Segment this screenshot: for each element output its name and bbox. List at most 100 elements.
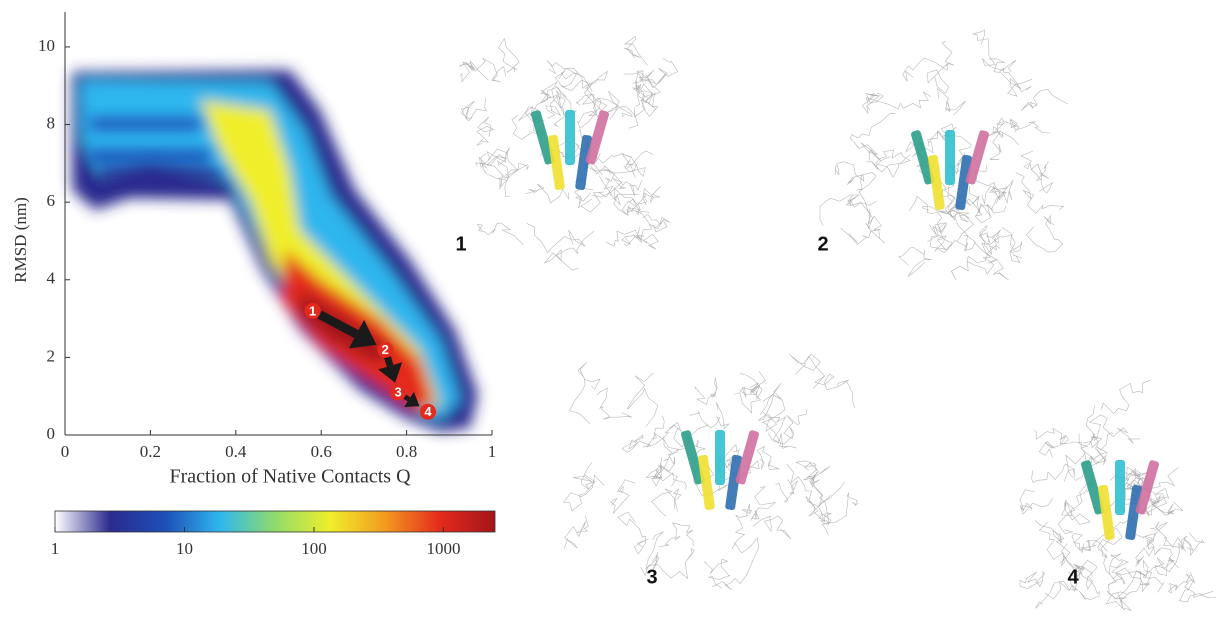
backbone-trace — [617, 511, 649, 555]
backbone-trace — [1061, 543, 1098, 590]
backbone-trace — [642, 213, 671, 233]
backbone-trace — [651, 453, 672, 487]
backbone-trace — [969, 185, 1007, 218]
backbone-trace — [909, 195, 948, 236]
backbone-trace — [712, 537, 760, 591]
backbone-trace — [978, 229, 1001, 249]
ribbon — [735, 430, 759, 485]
density-stripe — [90, 150, 210, 164]
arrow-head — [348, 319, 377, 349]
backbone-trace — [613, 187, 653, 240]
backbone-trace — [767, 409, 808, 445]
backbone-trace — [1109, 466, 1142, 496]
y-tick-label: 0 — [47, 424, 56, 443]
backbone-trace — [498, 163, 529, 190]
backbone-trace — [805, 496, 833, 526]
y-tick-label: 2 — [47, 346, 56, 365]
y-tick-label: 10 — [38, 36, 55, 55]
structure-panel — [459, 35, 679, 271]
backbone-trace — [802, 471, 832, 507]
y-tick-label: 6 — [47, 191, 56, 210]
backbone-trace — [569, 361, 601, 424]
backbone-trace — [898, 247, 932, 278]
backbone-trace — [634, 81, 657, 118]
backbone-trace — [486, 156, 528, 197]
backbone-trace — [459, 60, 489, 83]
ribbon — [1097, 484, 1115, 541]
state-label: 4 — [424, 404, 432, 419]
backbone-trace — [1124, 478, 1147, 502]
backbone-trace — [752, 515, 792, 540]
state-label: 3 — [394, 385, 401, 400]
ribbon — [531, 110, 555, 165]
backbone-trace — [1019, 570, 1046, 590]
ribbon — [585, 110, 609, 165]
state-marker — [304, 302, 321, 319]
state-label: 1 — [309, 303, 316, 318]
backbone-trace — [1071, 532, 1108, 553]
backbone-trace — [1076, 570, 1100, 601]
backbone-trace — [563, 474, 605, 512]
backbone-trace — [981, 226, 1014, 281]
ribbon — [945, 130, 955, 185]
backbone-trace — [655, 435, 676, 478]
backbone-trace — [641, 74, 662, 117]
transition-arrow — [403, 394, 411, 402]
backbone-trace — [789, 353, 825, 389]
backbone-trace — [623, 35, 648, 66]
backbone-trace — [1033, 427, 1099, 463]
arrow-head — [378, 362, 403, 383]
density-stripe — [90, 118, 200, 130]
colorbar — [54, 510, 496, 533]
backbone-trace — [902, 57, 949, 82]
backbone-trace — [598, 175, 650, 216]
backbone-trace — [544, 230, 595, 271]
state-marker — [390, 384, 407, 401]
backbone-trace — [1133, 522, 1168, 548]
backbone-trace — [775, 479, 798, 503]
backbone-trace — [1154, 547, 1179, 576]
backbone-trace — [1015, 172, 1065, 214]
colorbar-tick-label: 1000 — [426, 539, 460, 558]
backbone-trace — [1009, 234, 1023, 263]
backbone-trace — [1109, 553, 1142, 575]
y-tick-label: 4 — [47, 269, 56, 288]
backbone-trace — [819, 194, 861, 226]
backbone-trace — [636, 186, 661, 206]
ribbon — [1081, 460, 1105, 515]
backbone-trace — [769, 416, 797, 449]
structure-panel — [819, 29, 1068, 281]
structure-panel — [563, 353, 859, 591]
ribbon — [697, 454, 715, 511]
backbone-trace — [479, 147, 510, 169]
backbone-trace — [814, 373, 856, 408]
backbone-trace — [988, 121, 1018, 160]
ribbon — [575, 134, 593, 191]
backbone-trace — [1031, 463, 1075, 483]
backbone-trace — [922, 204, 974, 242]
backbone-trace — [526, 223, 586, 254]
backbone-trace — [966, 225, 998, 263]
backbone-trace — [627, 372, 659, 427]
backbone-trace — [626, 198, 642, 216]
backbone-trace — [1100, 379, 1152, 415]
panel-label: 2 — [817, 233, 828, 255]
backbone-trace — [1150, 521, 1185, 548]
state-marker — [419, 403, 436, 420]
backbone-trace — [999, 59, 1032, 93]
ribbon — [955, 154, 973, 211]
backbone-trace — [758, 393, 788, 447]
panel-label: 1 — [455, 233, 466, 255]
backbone-trace — [596, 387, 633, 420]
backbone-trace — [460, 97, 488, 122]
backbone-trace — [703, 558, 731, 589]
backbone-trace — [861, 92, 884, 114]
x-tick-label: 0.2 — [140, 442, 161, 461]
backbone-trace — [652, 415, 691, 454]
backbone-trace — [1135, 539, 1160, 567]
backbone-trace — [546, 60, 589, 89]
backbone-trace — [759, 383, 786, 432]
x-tick-label: 0.6 — [311, 442, 332, 461]
backbone-trace — [539, 81, 566, 127]
